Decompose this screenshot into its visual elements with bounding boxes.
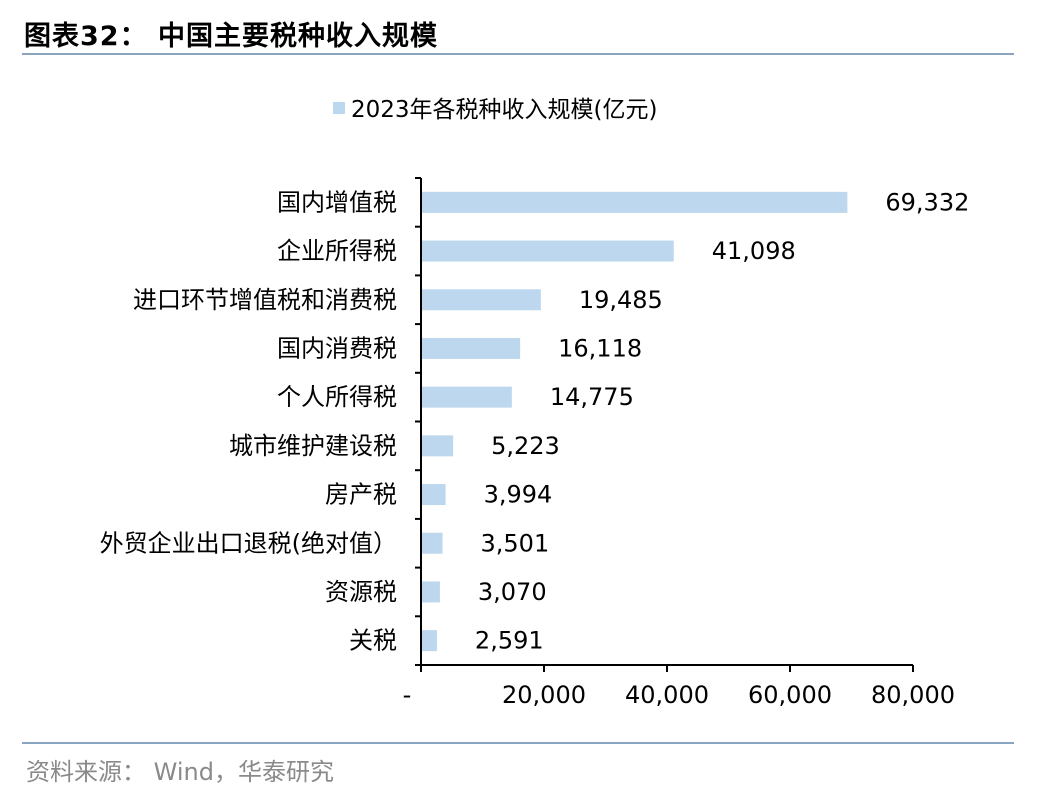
chart-legend: 2023年各税种收入规模(亿元) [333,97,657,123]
legend-label: 2023年各税种收入规模(亿元) [351,97,657,123]
value-label: 16,118 [558,334,642,362]
x-tick-label: 40,000 [625,681,709,709]
category-label: 外贸企业出口退税(绝对值） [100,529,397,557]
x-tick-label: - [403,681,412,709]
category-label: 城市维护建设税 [229,432,397,460]
bars-group: 国内增值税 69,332 企业所得税 41,098 进口环节增值税和消费税 19,485 国… [100,188,970,654]
value-label: 19,485 [579,286,663,314]
bar [422,337,521,359]
bar [422,435,454,457]
bar [422,532,443,554]
category-label: 关税 [349,627,397,655]
bar [422,484,446,506]
value-label: 3,070 [478,578,547,606]
category-label: 资源税 [325,578,397,606]
source-divider [22,742,1014,744]
value-label: 5,223 [491,432,560,460]
legend-swatch [333,102,345,114]
category-label: 国内消费税 [277,334,397,362]
bar [422,289,541,311]
x-tick-label: 20,000 [502,681,586,709]
category-label: 进口环节增值税和消费税 [133,286,397,314]
bar [422,581,440,603]
title-divider [22,53,1014,55]
bar [422,386,512,408]
x-tick-label: 60,000 [748,681,832,709]
value-label: 3,501 [481,529,550,557]
value-label: 41,098 [712,237,796,265]
source-note: 资料来源： Wind，华泰研究 [26,758,334,786]
bar [422,630,437,652]
value-label: 3,994 [484,481,553,509]
category-label: 个人所得税 [277,383,397,411]
value-label: 69,332 [885,188,969,216]
axes-group: - 20,000 40,000 60,000 80,000 [403,177,955,709]
x-tick-label: 80,000 [871,681,955,709]
category-label: 国内增值税 [277,188,397,216]
bar-chart: 2023年各税种收入规模(亿元) 国内增值税 69,332 企业所得税 41,098 进… [100,97,970,709]
value-label: 2,591 [475,627,544,655]
bar [422,191,848,213]
bar [422,240,674,262]
value-label: 14,775 [550,383,634,411]
category-label: 房产税 [325,481,397,509]
figure-title: 图表32： 中国主要税种收入规模 [24,21,438,52]
category-label: 企业所得税 [277,237,397,265]
